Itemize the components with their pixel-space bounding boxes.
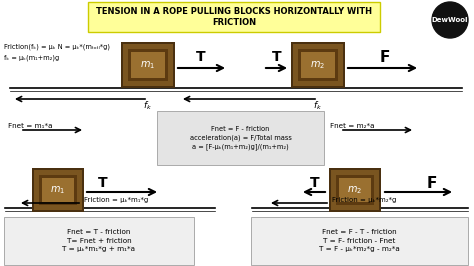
FancyBboxPatch shape xyxy=(157,111,324,165)
Text: F: F xyxy=(380,49,390,64)
Text: T: T xyxy=(196,50,206,64)
Text: T: T xyxy=(310,176,320,190)
Bar xyxy=(298,49,338,81)
Text: $f_k$: $f_k$ xyxy=(313,100,322,112)
Text: TENSION IN A ROPE PULLING BLOCKS HORIZONTALLY WITH
FRICTION: TENSION IN A ROPE PULLING BLOCKS HORIZON… xyxy=(96,7,372,27)
Text: F: F xyxy=(427,176,437,190)
Text: T: T xyxy=(98,176,108,190)
Text: $m_2$: $m_2$ xyxy=(347,184,363,196)
Text: Fnet = F - T - friction
T = F- friction - Fnet
T = F - μₖ*m₂*g - m₂*a: Fnet = F - T - friction T = F- friction … xyxy=(319,230,400,252)
Text: $f_k$: $f_k$ xyxy=(144,100,153,112)
FancyBboxPatch shape xyxy=(251,217,468,265)
Text: fₖ = μₖ(m₁+m₂)g: fₖ = μₖ(m₁+m₂)g xyxy=(4,55,59,61)
Text: DewWool: DewWool xyxy=(432,17,468,23)
Text: Fnet = m₂*a: Fnet = m₂*a xyxy=(330,123,374,129)
Bar xyxy=(42,178,74,202)
Bar xyxy=(123,44,173,86)
FancyBboxPatch shape xyxy=(88,2,380,32)
Bar xyxy=(121,42,175,88)
Text: Friction = μₖ*m₂*g: Friction = μₖ*m₂*g xyxy=(332,197,396,203)
Text: Fnet = m₁*a: Fnet = m₁*a xyxy=(8,123,53,129)
Bar xyxy=(336,175,374,205)
Bar xyxy=(301,52,335,78)
Bar xyxy=(39,175,77,205)
Circle shape xyxy=(432,2,468,38)
Text: Fnet = F - friction
acceleration(a) = F/Total mass
a = [F-μₖ(m₁+m₂)g]/(m₁+m₂): Fnet = F - friction acceleration(a) = F/… xyxy=(190,126,292,150)
Text: Friction = μₖ*m₁*g: Friction = μₖ*m₁*g xyxy=(84,197,148,203)
Bar xyxy=(293,44,343,86)
Bar xyxy=(339,178,371,202)
Bar xyxy=(329,168,381,212)
Text: Fnet = T - friction
T= Fnet + friction
T = μₖ*m₁*g + m₁*a: Fnet = T - friction T= Fnet + friction T… xyxy=(63,230,136,252)
Bar xyxy=(128,49,168,81)
Bar xyxy=(291,42,345,88)
Bar xyxy=(131,52,165,78)
Text: $m_1$: $m_1$ xyxy=(140,59,155,71)
Text: T: T xyxy=(272,50,282,64)
FancyBboxPatch shape xyxy=(4,217,194,265)
Bar xyxy=(32,168,84,212)
Bar xyxy=(331,170,379,210)
Text: $m_1$: $m_1$ xyxy=(50,184,65,196)
Text: Friction(fₖ) = μₖ N = μₖ*(mₜₒₜₗ*g): Friction(fₖ) = μₖ N = μₖ*(mₜₒₜₗ*g) xyxy=(4,44,110,50)
Text: $m_2$: $m_2$ xyxy=(310,59,326,71)
Bar xyxy=(34,170,82,210)
